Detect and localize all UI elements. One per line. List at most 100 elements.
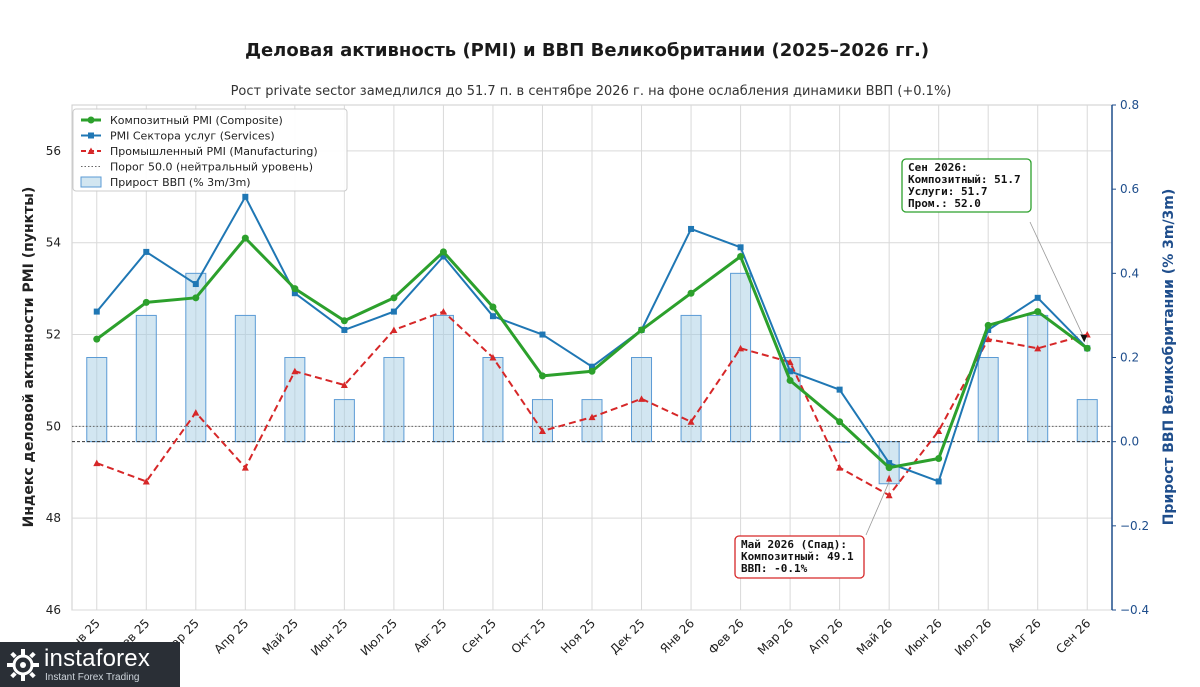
point-marker bbox=[291, 285, 299, 293]
point-marker bbox=[192, 281, 199, 288]
legend-item: Промышленный PMI (Manufacturing) bbox=[81, 145, 318, 158]
gdp-bar bbox=[135, 314, 157, 443]
gdp-bar bbox=[234, 314, 256, 443]
watermark-tagline: Instant Forex Trading bbox=[45, 672, 140, 683]
point-marker bbox=[588, 413, 596, 421]
gdp-bar bbox=[86, 357, 108, 443]
annotation-line: Композитный: 51.7 bbox=[908, 173, 1021, 186]
point-marker bbox=[142, 298, 150, 306]
annotation-arrow bbox=[1029, 221, 1084, 337]
x-tick-label: Апр 25 bbox=[211, 616, 251, 656]
gdp-bar bbox=[432, 314, 454, 443]
point-marker bbox=[984, 335, 992, 343]
annotation-arrowhead bbox=[886, 474, 893, 482]
point-marker bbox=[93, 459, 101, 467]
annotation-line: Май 2026 (Спад): bbox=[741, 538, 847, 551]
point-marker bbox=[538, 427, 546, 434]
x-tick-label: Мар 26 bbox=[755, 616, 796, 657]
gdp-bar bbox=[977, 357, 999, 443]
point-marker bbox=[836, 386, 843, 393]
y-tick-label: 54 bbox=[46, 236, 61, 250]
point-marker bbox=[935, 455, 943, 462]
point-marker bbox=[786, 358, 794, 366]
annotation-arrowhead bbox=[1080, 334, 1088, 343]
point-marker bbox=[291, 290, 298, 297]
legend-item: Композитный PMI (Composite) bbox=[81, 114, 283, 127]
annotation-line: Композитный: 49.1 bbox=[741, 550, 854, 563]
x-tick-label: Авг 25 bbox=[411, 616, 450, 655]
gdp-bar bbox=[581, 399, 603, 443]
watermark-logo: instaforex Instant Forex Trading bbox=[0, 642, 180, 687]
x-tick-label: Июл 25 bbox=[358, 616, 400, 658]
point-marker bbox=[589, 363, 595, 370]
point-marker bbox=[142, 477, 150, 485]
y2-tick-label: 0.8 bbox=[1120, 98, 1139, 112]
x-tick-label: Сен 26 bbox=[1053, 616, 1093, 656]
y2-axis-label: Прирост ВВП Великобритании (% 3m/3m) bbox=[1161, 189, 1177, 526]
point-marker bbox=[539, 331, 546, 338]
annotation-line: ВВП: -0.1% bbox=[741, 562, 808, 575]
point-marker bbox=[737, 344, 745, 352]
series-line-circle bbox=[93, 234, 1091, 472]
pmi-lines bbox=[93, 193, 1091, 499]
point-marker bbox=[341, 326, 348, 333]
point-marker bbox=[1034, 308, 1042, 316]
threshold-lines bbox=[72, 425, 1112, 443]
x-tick-label: Апр 26 bbox=[806, 616, 846, 656]
y2-tick-label: −0.2 bbox=[1120, 519, 1149, 533]
y-tick-label: 56 bbox=[46, 144, 61, 158]
legend-label: Композитный PMI (Composite) bbox=[110, 114, 283, 127]
point-marker bbox=[489, 313, 496, 320]
gdp-bar bbox=[383, 357, 405, 443]
annotation-line: Сен 2026: bbox=[908, 161, 968, 174]
x-tick-label: Янв 26 bbox=[657, 616, 697, 656]
point-marker bbox=[93, 335, 101, 343]
legend-label: Прирост ВВП (% 3m/3m) bbox=[110, 176, 251, 189]
y-axis-label: Индекс деловой активности PMI (пункты) bbox=[21, 187, 37, 528]
point-marker bbox=[192, 294, 200, 302]
x-tick-label: Май 25 bbox=[260, 616, 301, 657]
gdp-bar bbox=[680, 314, 702, 443]
series-dashed-triangle bbox=[93, 308, 1091, 499]
point-marker bbox=[1083, 344, 1091, 352]
instaforex-logo-icon bbox=[7, 649, 39, 681]
point-marker bbox=[340, 381, 348, 389]
point-marker bbox=[588, 367, 596, 375]
point-marker bbox=[786, 376, 794, 384]
point-marker bbox=[439, 248, 447, 256]
point-marker bbox=[390, 308, 397, 315]
point-marker bbox=[1034, 344, 1042, 352]
legend-box bbox=[72, 108, 348, 192]
y-tick-label: 50 bbox=[46, 419, 61, 433]
legend-swatch bbox=[80, 176, 102, 188]
gdp-bar bbox=[730, 272, 752, 443]
annotation-box bbox=[901, 158, 1032, 213]
point-marker bbox=[291, 367, 299, 375]
annotation-line: Услуги: 51.7 bbox=[908, 185, 987, 198]
point-marker bbox=[390, 294, 398, 302]
x-tick-label: Сен 25 bbox=[459, 616, 499, 656]
y2-tick-label: 0.4 bbox=[1120, 266, 1139, 280]
y-tick-label: 46 bbox=[46, 603, 61, 617]
point-marker bbox=[439, 308, 447, 315]
point-marker bbox=[688, 225, 695, 232]
legend: Композитный PMI (Composite) PMI Сектора у… bbox=[72, 108, 348, 192]
annotation-box bbox=[734, 535, 865, 579]
gdp-bar bbox=[1076, 399, 1098, 443]
point-marker bbox=[143, 248, 150, 255]
gdp-bar bbox=[333, 399, 355, 443]
gdp-bar bbox=[1027, 314, 1049, 443]
point-marker bbox=[985, 326, 992, 333]
legend-item: Порог 50.0 (нейтральный уровень) bbox=[81, 161, 313, 174]
legend-item: PMI Сектора услуг (Services) bbox=[81, 130, 275, 143]
y-tick-label: 48 bbox=[46, 511, 61, 525]
point-marker bbox=[87, 147, 95, 154]
x-tick-label: Дек 25 bbox=[607, 616, 647, 656]
point-marker bbox=[836, 464, 844, 471]
gdp-bar bbox=[482, 357, 504, 443]
annotation-line: Пром.: 52.0 bbox=[908, 197, 981, 210]
point-marker bbox=[538, 372, 546, 380]
